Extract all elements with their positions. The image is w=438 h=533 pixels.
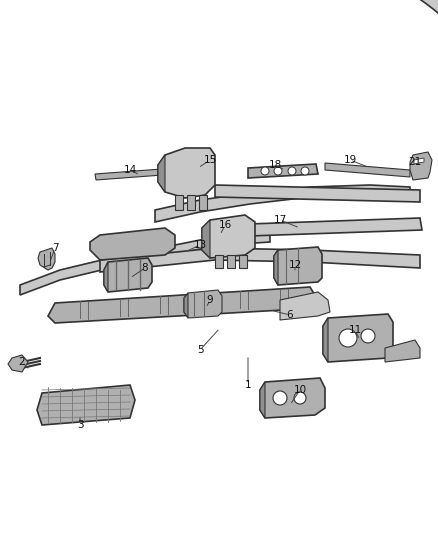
Polygon shape xyxy=(227,255,235,268)
Polygon shape xyxy=(20,233,270,295)
Polygon shape xyxy=(175,195,183,210)
Polygon shape xyxy=(38,248,55,270)
Circle shape xyxy=(274,167,282,175)
Polygon shape xyxy=(158,155,165,192)
Text: 5: 5 xyxy=(197,345,203,355)
Polygon shape xyxy=(215,255,223,268)
Polygon shape xyxy=(90,228,175,260)
Circle shape xyxy=(294,392,306,404)
Text: 11: 11 xyxy=(348,325,362,335)
Polygon shape xyxy=(184,293,188,318)
Polygon shape xyxy=(187,195,195,210)
Text: 14: 14 xyxy=(124,165,137,175)
Polygon shape xyxy=(104,258,152,292)
Text: 9: 9 xyxy=(207,295,213,305)
Text: 18: 18 xyxy=(268,160,282,170)
Polygon shape xyxy=(325,163,410,177)
Text: 7: 7 xyxy=(52,243,58,253)
Text: 3: 3 xyxy=(77,420,83,430)
Polygon shape xyxy=(155,185,410,222)
Polygon shape xyxy=(215,185,420,202)
Polygon shape xyxy=(37,385,135,425)
Text: 17: 17 xyxy=(273,215,286,225)
Polygon shape xyxy=(323,314,393,362)
Text: 10: 10 xyxy=(293,385,307,395)
Circle shape xyxy=(288,167,296,175)
Circle shape xyxy=(339,329,357,347)
Polygon shape xyxy=(323,318,328,362)
Polygon shape xyxy=(260,382,265,418)
Polygon shape xyxy=(202,215,255,258)
Polygon shape xyxy=(414,158,424,164)
Polygon shape xyxy=(0,0,438,79)
Polygon shape xyxy=(104,262,108,292)
Text: 19: 19 xyxy=(343,155,357,165)
Polygon shape xyxy=(239,255,247,268)
Text: 15: 15 xyxy=(203,155,217,165)
Text: 2: 2 xyxy=(19,357,25,367)
Polygon shape xyxy=(202,220,210,258)
Circle shape xyxy=(301,167,309,175)
Polygon shape xyxy=(220,218,422,237)
Polygon shape xyxy=(260,378,325,418)
Text: 13: 13 xyxy=(193,240,207,250)
Circle shape xyxy=(273,391,287,405)
Circle shape xyxy=(361,329,375,343)
Text: 8: 8 xyxy=(141,263,148,273)
Polygon shape xyxy=(95,168,176,180)
Polygon shape xyxy=(8,355,28,372)
Polygon shape xyxy=(248,164,318,178)
Polygon shape xyxy=(184,290,222,318)
Text: 6: 6 xyxy=(287,310,293,320)
Polygon shape xyxy=(100,248,420,272)
Circle shape xyxy=(261,167,269,175)
Polygon shape xyxy=(158,148,215,198)
Text: 1: 1 xyxy=(245,380,251,390)
Polygon shape xyxy=(274,247,322,285)
Polygon shape xyxy=(280,292,330,320)
Text: 12: 12 xyxy=(288,260,302,270)
Polygon shape xyxy=(48,287,318,323)
Polygon shape xyxy=(410,152,432,180)
Polygon shape xyxy=(199,195,207,210)
Polygon shape xyxy=(274,250,278,285)
Polygon shape xyxy=(385,340,420,362)
Text: 21: 21 xyxy=(408,157,422,167)
Text: 16: 16 xyxy=(219,220,232,230)
